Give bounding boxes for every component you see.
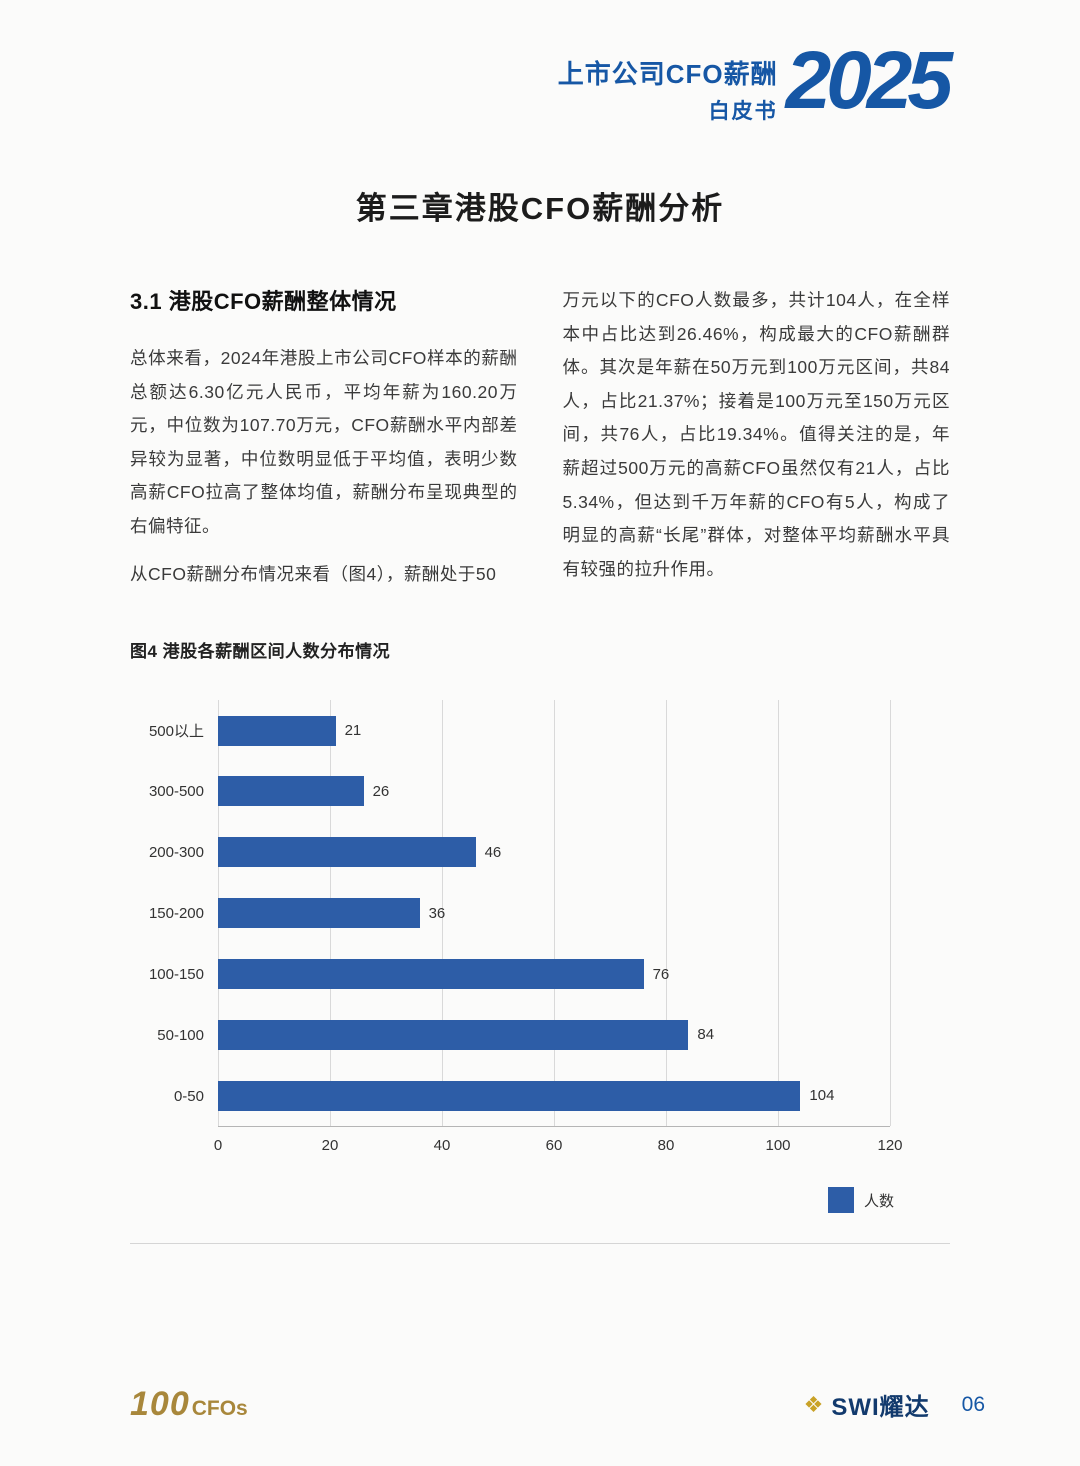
plot-area: 21 26 46 36 76 84 104 [218, 700, 891, 1128]
gridline [778, 700, 779, 1127]
bar-50-100 [218, 1019, 689, 1050]
bar-row: 46 [218, 822, 890, 883]
x-tick-label: 100 [765, 1137, 791, 1155]
bar-row: 21 [218, 700, 890, 761]
bar-row: 76 [218, 944, 890, 1005]
y-category-label: 50-100 [157, 1027, 204, 1045]
gridline [890, 700, 891, 1127]
x-tick-label: 0 [213, 1137, 223, 1155]
chart-legend: 人数 [0, 1187, 1080, 1214]
bar-value-label: 46 [484, 843, 502, 861]
paragraph: 万元以下的CFO人数最多，共计104人，在全样本中占比达到26.46%，构成最大… [562, 290, 950, 579]
y-category-label: 100-150 [148, 966, 204, 984]
bar-value-label: 84 [697, 1026, 715, 1044]
bar-rows: 21 26 46 36 76 84 104 [218, 700, 890, 1126]
cfos-logo-100: 100 [130, 1385, 190, 1423]
bar-300-500 [218, 776, 364, 807]
x-axis: 0 20 40 60 80 100 120 [130, 1127, 903, 1161]
bar-0-50 [218, 1080, 801, 1111]
gridline [666, 700, 667, 1127]
legend-swatch-icon [827, 1187, 854, 1214]
gridline [554, 700, 555, 1127]
bar-150-200 [218, 898, 420, 929]
gridline [442, 700, 443, 1127]
cfos-logo: 100 CFOs [130, 1385, 248, 1424]
header-year-logo: 2025 [785, 35, 953, 126]
bar-500以上 [218, 715, 336, 746]
bar-200-300 [218, 837, 476, 868]
bar-value-label: 104 [809, 1087, 835, 1105]
cfos-logo-text: CFOs [191, 1397, 248, 1420]
y-category-label: 150-200 [148, 905, 204, 923]
page-number: 06 [961, 1392, 985, 1416]
bar-row: 36 [218, 883, 890, 944]
bar-row: 26 [218, 761, 890, 822]
bar-chart: 500以上 300-500 200-300 150-200 100-150 50-100 0… [130, 700, 903, 1161]
x-axis-spacer [130, 1127, 218, 1161]
x-tick-label: 80 [657, 1137, 675, 1155]
x-axis-ticks: 0 20 40 60 80 100 120 [214, 1127, 903, 1161]
footer-right-group: ❖ SWI耀达 06 [804, 1387, 985, 1422]
bar-row: 104 [218, 1065, 890, 1126]
chart-body: 500以上 300-500 200-300 150-200 100-150 50-100 0… [130, 700, 891, 1128]
bottom-divider [130, 1243, 950, 1245]
y-category-label: 300-500 [148, 783, 204, 801]
y-category-label: 200-300 [148, 844, 204, 862]
section-heading: 3.1 港股CFO薪酬整体情况 [130, 289, 397, 314]
diamond-icon: ❖ [803, 1391, 824, 1417]
y-axis-labels: 500以上 300-500 200-300 150-200 100-150 50-100 0… [130, 700, 218, 1127]
page-header: 上市公司CFO薪酬 白皮书 2025 [0, 0, 1080, 125]
bar-value-label: 76 [652, 965, 670, 983]
swi-logo: SWI耀达 [831, 1394, 930, 1421]
bar-100-150 [218, 959, 644, 990]
y-category-label: 500以上 [148, 723, 204, 741]
bar-value-label: 21 [344, 722, 362, 740]
body-columns: 3.1 港股CFO薪酬整体情况 总体来看，2024年港股上市公司CFO样本的薪酬… [0, 284, 1080, 591]
bar-row: 84 [218, 1004, 890, 1065]
header-title-line2: 白皮书 [708, 100, 778, 123]
header-title-line1: 上市公司CFO薪酬 [557, 59, 778, 89]
legend-label: 人数 [863, 1192, 894, 1210]
x-tick-label: 20 [321, 1137, 339, 1155]
left-column: 3.1 港股CFO薪酬整体情况 总体来看，2024年港股上市公司CFO样本的薪酬… [130, 284, 518, 591]
figure-caption: 图4 港股各薪酬区间人数分布情况 [130, 642, 391, 662]
x-tick-label: 120 [877, 1137, 903, 1155]
page-footer: 100 CFOs ❖ SWI耀达 06 [130, 1385, 985, 1424]
chapter-title: 第三章港股CFO薪酬分析 [355, 191, 725, 226]
bar-value-label: 36 [428, 904, 446, 922]
header-title-block: 上市公司CFO薪酬 白皮书 [558, 54, 778, 125]
bar-value-label: 26 [372, 782, 390, 800]
paragraph: 从CFO薪酬分布情况来看（图4），薪酬处于50 [130, 563, 497, 584]
paragraph: 总体来看，2024年港股上市公司CFO样本的薪酬总额达6.30亿元人民币，平均年… [130, 348, 518, 536]
right-column: 万元以下的CFO人数最多，共计104人，在全样本中占比达到26.46%，构成最大… [563, 284, 951, 591]
y-category-label: 0-50 [173, 1088, 204, 1106]
x-tick-label: 40 [433, 1137, 451, 1155]
x-tick-label: 60 [545, 1137, 563, 1155]
